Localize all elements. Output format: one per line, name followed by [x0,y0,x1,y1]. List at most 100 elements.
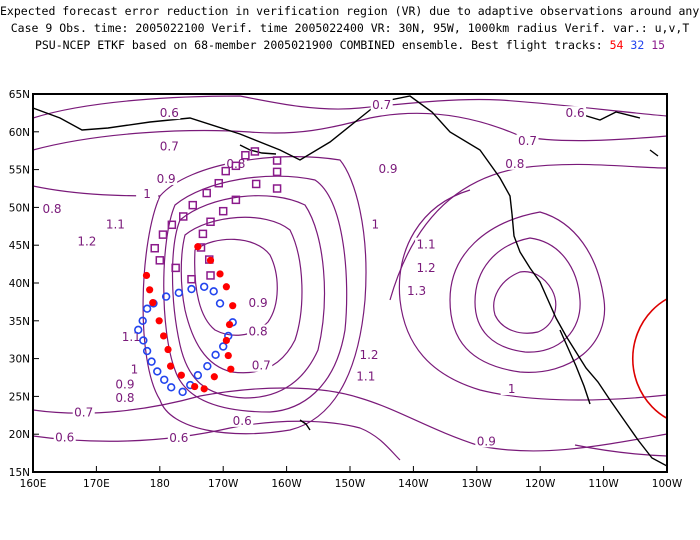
purple-track-marker [250,147,260,156]
purple-track-marker [231,195,241,205]
lon-tick-label: 160W [271,478,302,490]
contour-label: 0.9 [157,172,176,186]
contour-label-bg [250,358,273,372]
red-track-marker [142,271,151,280]
contour-label: 0.7 [252,359,271,373]
contour-label-bg [123,362,146,376]
contour-label: 0.8 [505,157,524,171]
red-track-marker [224,351,232,360]
contour-label: 1.2 [77,235,96,249]
blue-track-marker [199,282,209,291]
contour-label-bg [224,156,247,170]
purple-track-marker [187,274,196,284]
title-line-3: PSU-NCEP ETKF based on 68-member 2005021… [0,38,700,52]
purple-track-marker [231,161,241,171]
purple-track-marker [251,179,261,189]
red-track-marker [164,345,172,354]
red-track-marker [229,302,237,310]
contour-label: 1.1 [417,238,436,252]
contour-label: 1.1 [106,217,125,231]
contour-label-bg [415,237,438,251]
contour-labels: 0.60.70.80.911.11.20.80.70.60.70.80.911.… [41,97,587,448]
coast-hawaii [299,419,311,431]
red-track-marker [225,320,234,329]
lat-tick-label: 60N [9,127,30,139]
blue-track-marker [161,292,171,301]
contour-13-east [493,271,557,334]
contour-label-bg [167,431,190,445]
blue-track-marker [160,375,169,384]
contour-label: 0.8 [115,391,134,405]
contour-label-bg [75,234,98,248]
contour-label: 0.8 [42,202,61,216]
red-track-marker [177,371,185,379]
lon-tick-label: 130W [462,478,493,490]
contour-label: 0.8 [226,157,245,171]
coast-hudson-fragment [579,111,641,121]
lat-tick-label: 45N [9,240,30,252]
purple-track-marker [202,188,211,198]
lon-tick-label: 140W [398,478,429,490]
contour-label-bg [354,369,377,383]
title-line-2: Case 9 Obs. time: 2005022100 Verif. time… [10,21,690,35]
contour-09-east-partial [574,444,667,457]
contour-label: 0.9 [115,378,134,392]
contour-label: 0.6 [233,414,252,428]
contour-label: 1 [131,362,139,376]
red-track-marker [191,382,199,391]
title-line-3-prefix: PSU-NCEP ETKF based on 68-member 2005021… [34,38,603,52]
purple-track-marker [171,263,180,273]
lon-tick-label: 170W [208,478,239,490]
blue-track-marker [187,284,196,294]
lat-tick-label: 30N [9,354,30,366]
contour-label-bg [53,430,76,444]
blue-track-marker [203,361,212,371]
lon-tick-label: 120W [525,478,556,490]
contour-label: 0.6 [566,106,585,120]
purple-track-marker [206,217,215,227]
blue-track-marker [147,357,156,366]
lon-tick-label: 110W [588,478,619,490]
red-track-marker [222,283,230,291]
red-track-marker [216,270,224,278]
contour-label-bg [358,348,381,362]
contour-lines [33,95,667,461]
contour-label-bg [158,106,181,120]
contour-06-south [33,420,401,461]
blue-track-marker [211,350,220,360]
contour-label: 1 [143,187,151,201]
lon-tick-label: 160E [20,478,47,490]
contour-label: 1.1 [122,330,141,344]
contour-label-bg [370,97,393,111]
coast-na-west [511,213,667,467]
purple-track-marker [272,156,282,165]
contour-label: 1 [508,382,516,396]
contour-label-bg [247,295,270,309]
coast-baja [559,329,591,405]
lat-tick-label: 50N [9,202,30,214]
contour-label-bg [113,391,136,405]
contour-label-bg [72,405,95,419]
red-track-marker [149,299,157,307]
contour-label: 0.7 [372,98,391,112]
red-track-marker [146,286,154,294]
verification-region-circle [631,297,667,420]
contour-label-bg [231,413,254,427]
red-track-marker [160,332,168,340]
contour-07-north [33,112,667,151]
blue-track-marker [138,316,147,325]
blue-track-marker [209,287,218,296]
lat-tick-label: 25N [9,391,30,403]
lat-tick-label: 15N [9,467,30,479]
purple-track-marker [206,271,215,280]
purple-track-marker [272,184,282,193]
red-track-marker [194,243,202,251]
contour-11-west [180,216,303,374]
purple-track-marker [218,206,228,216]
contour-label: 0.9 [477,434,496,448]
coast-cuba-fragment [649,149,659,157]
track-count-red: 54 [609,38,624,52]
purple-track-marker [158,230,168,239]
contour-label: 0.6 [160,106,179,120]
blue-track-marker [153,367,162,376]
